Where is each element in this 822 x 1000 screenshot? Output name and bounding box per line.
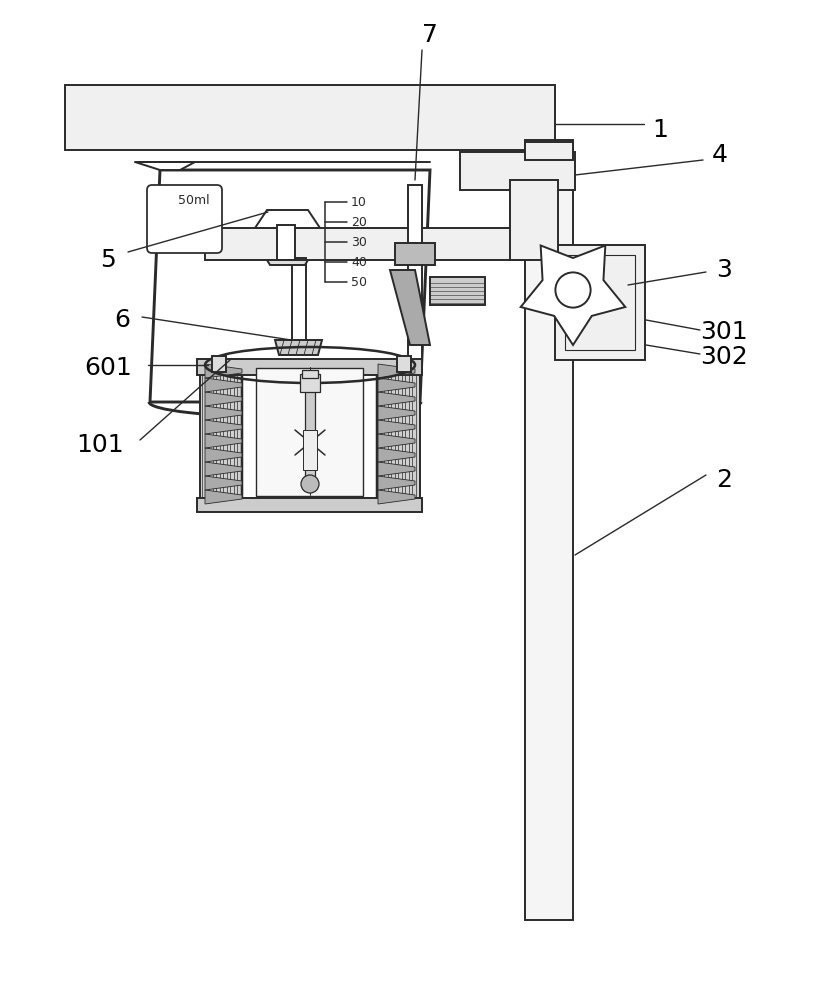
- Text: 50: 50: [351, 275, 367, 288]
- Polygon shape: [205, 406, 242, 420]
- Bar: [525, 142, 573, 160]
- Polygon shape: [378, 490, 415, 504]
- Bar: [200, 365, 245, 510]
- Text: 6: 6: [114, 308, 130, 332]
- Bar: [242, 365, 377, 510]
- Text: 10: 10: [351, 196, 367, 209]
- Bar: [197, 359, 422, 375]
- Polygon shape: [135, 162, 195, 170]
- Bar: [65, 85, 555, 150]
- Text: 302: 302: [700, 345, 748, 369]
- Bar: [256, 368, 363, 496]
- Text: 301: 301: [700, 320, 748, 344]
- Polygon shape: [255, 210, 320, 228]
- Bar: [212, 356, 226, 372]
- Bar: [292, 258, 306, 350]
- Polygon shape: [205, 476, 242, 490]
- Bar: [375, 365, 420, 510]
- Bar: [302, 370, 318, 378]
- FancyBboxPatch shape: [147, 185, 222, 253]
- Bar: [510, 180, 558, 260]
- Bar: [197, 498, 422, 512]
- Text: 5: 5: [100, 248, 116, 272]
- Circle shape: [556, 272, 590, 308]
- Polygon shape: [378, 406, 415, 420]
- Bar: [305, 377, 315, 482]
- Bar: [395, 243, 435, 265]
- Polygon shape: [205, 378, 242, 392]
- Bar: [205, 228, 530, 260]
- Bar: [397, 356, 411, 372]
- Polygon shape: [205, 462, 242, 476]
- Text: 4: 4: [712, 143, 728, 167]
- Circle shape: [301, 475, 319, 493]
- Text: 3: 3: [716, 258, 732, 282]
- Bar: [430, 277, 485, 305]
- Bar: [408, 185, 422, 360]
- Text: 2: 2: [716, 468, 732, 492]
- Bar: [555, 245, 645, 360]
- Bar: [525, 140, 573, 920]
- Text: 20: 20: [351, 216, 367, 229]
- Polygon shape: [275, 340, 322, 355]
- Polygon shape: [205, 434, 242, 448]
- Polygon shape: [378, 378, 415, 392]
- Text: 30: 30: [351, 235, 367, 248]
- Polygon shape: [205, 490, 242, 504]
- Polygon shape: [390, 270, 430, 345]
- Polygon shape: [267, 260, 308, 265]
- Bar: [300, 374, 320, 392]
- Text: 7: 7: [422, 23, 438, 47]
- Polygon shape: [378, 476, 415, 490]
- Polygon shape: [205, 392, 242, 406]
- Text: 1: 1: [652, 118, 668, 142]
- Bar: [303, 430, 317, 470]
- Polygon shape: [205, 420, 242, 434]
- Polygon shape: [378, 364, 415, 378]
- Text: 40: 40: [351, 255, 367, 268]
- Text: 50ml: 50ml: [178, 194, 210, 207]
- Polygon shape: [520, 246, 626, 345]
- Polygon shape: [378, 420, 415, 434]
- Polygon shape: [378, 462, 415, 476]
- Text: 101: 101: [76, 433, 124, 457]
- Polygon shape: [378, 434, 415, 448]
- Polygon shape: [205, 448, 242, 462]
- Bar: [565, 255, 635, 350]
- Polygon shape: [378, 392, 415, 406]
- Bar: [277, 225, 295, 260]
- Polygon shape: [378, 448, 415, 462]
- Text: 601: 601: [84, 356, 132, 380]
- Polygon shape: [205, 364, 242, 378]
- Bar: [460, 152, 575, 190]
